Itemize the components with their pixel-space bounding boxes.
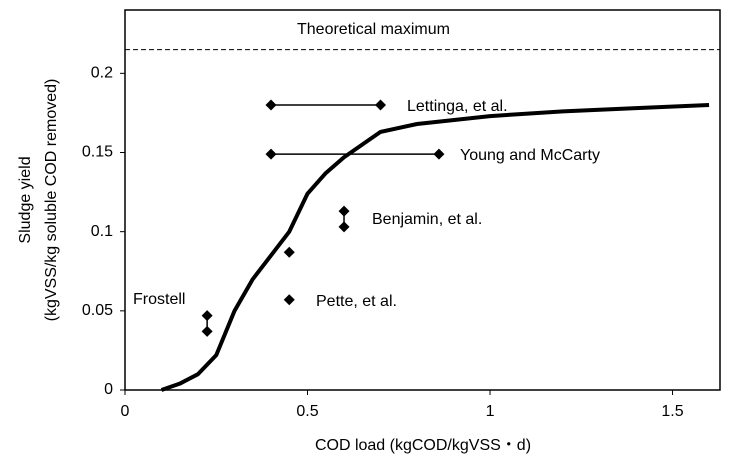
series-label: Benjamin, et al. — [372, 211, 482, 228]
y-tick-label: 0.2 — [91, 65, 113, 82]
marker — [338, 205, 350, 217]
marker — [375, 99, 387, 111]
x-tick-label: 0 — [121, 403, 130, 420]
curve — [160, 103, 710, 392]
marker — [283, 294, 295, 306]
marker — [433, 148, 445, 160]
y-tick-label: 0.15 — [82, 144, 113, 161]
y-tick-label: 0 — [104, 381, 113, 398]
x-axis-label: COD load (kgCOD/kgVSS・d) — [315, 437, 531, 454]
marker — [338, 221, 350, 233]
marker — [265, 148, 277, 160]
marker — [201, 310, 213, 322]
x-tick-label: 1 — [486, 403, 495, 420]
y-axis-label: (kgVSS/kg soluble COD removed) — [43, 79, 60, 322]
reference-label: Theoretical maximum — [297, 21, 450, 38]
x-tick-label: 1.5 — [661, 403, 683, 420]
plot-frame — [124, 9, 721, 391]
x-tick-label: 0.5 — [296, 403, 318, 420]
series-label: Young and McCarty — [460, 147, 600, 164]
y-tick-label: 0.05 — [82, 302, 113, 319]
series-label: Lettinga, et al. — [407, 98, 508, 115]
marker — [201, 325, 213, 337]
marker — [283, 246, 295, 258]
y-tick-label: 0.1 — [91, 223, 113, 240]
marker — [265, 99, 277, 111]
series-label: Frostell — [133, 291, 185, 308]
series-label: Pette, et al. — [316, 293, 397, 310]
y-axis-label: Sludge yield — [17, 156, 34, 243]
